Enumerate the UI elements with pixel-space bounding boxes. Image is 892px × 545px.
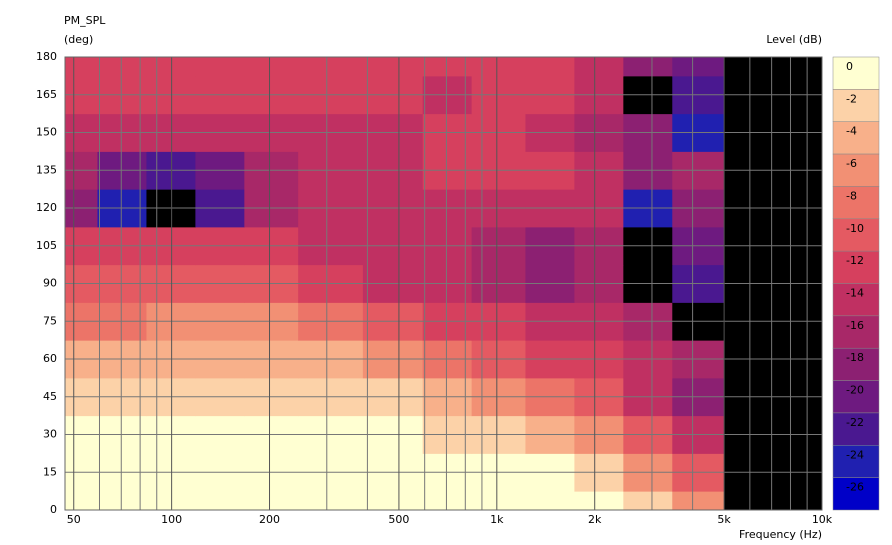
x-tick-label: 200 (259, 513, 280, 526)
y-tick-label: 30 (43, 428, 57, 441)
y-tick-label: 15 (43, 465, 57, 478)
colorbar-tick-label: -12 (846, 254, 864, 267)
heat-cell (471, 57, 526, 77)
heat-cell (65, 491, 98, 511)
heat-cell (298, 57, 364, 77)
heat-cell (65, 57, 98, 77)
colorbar-tick-label: -24 (846, 448, 864, 461)
heat-cell (97, 57, 147, 77)
colorbar-swatch (832, 56, 880, 90)
colorbar-swatch (832, 121, 880, 155)
colorbar-swatch (832, 412, 880, 446)
colorbar-tick-label: -10 (846, 222, 864, 235)
chart-title: PM_SPL (64, 14, 106, 27)
colorbar-tick-label: -16 (846, 319, 864, 332)
x-tick-label: 50 (67, 513, 81, 526)
heat-cell (195, 57, 245, 77)
colorbar-tick-label: -6 (846, 157, 857, 170)
x-tick-label: 10k (812, 513, 833, 526)
heat-cell (574, 57, 624, 77)
x-tick-label: 500 (388, 513, 409, 526)
y-tick-label: 180 (36, 50, 57, 63)
heat-cell (195, 491, 245, 511)
colorbar-swatch (832, 380, 880, 414)
heat-cell (97, 491, 147, 511)
colorbar-swatch (832, 250, 880, 284)
y-tick-label: 165 (36, 88, 57, 101)
colorbar-tick-label: -4 (846, 125, 857, 138)
heat-cell (525, 491, 575, 511)
heat-cell (244, 491, 299, 511)
y-tick-label: 0 (50, 503, 57, 516)
heat-cell (525, 57, 575, 77)
y-tick-label: 105 (36, 239, 57, 252)
colorbar-swatch (832, 186, 880, 220)
heat-cell (422, 491, 473, 511)
colorbar-tick-label: -26 (846, 481, 864, 494)
heat-cell (672, 491, 725, 511)
colorbar-tick-label: -22 (846, 416, 864, 429)
y-tick-label: 150 (36, 126, 57, 139)
y-tick-label: 135 (36, 163, 57, 176)
heat-cell (574, 491, 624, 511)
heat-cell (623, 491, 673, 511)
y-tick-label: 90 (43, 277, 57, 290)
x-tick-label: 100 (161, 513, 182, 526)
colorbar-swatch (832, 445, 880, 478)
y-tick-label: 45 (43, 390, 57, 403)
colorbar-label: Level (dB) (766, 33, 822, 46)
colorbar-swatch (832, 477, 880, 511)
heat-cell (672, 57, 725, 77)
colorbar-swatch (832, 153, 880, 187)
x-tick-label: 2k (588, 513, 602, 526)
colorbar-tick-label: -14 (846, 287, 864, 300)
x-axis-label: Frequency (Hz) (739, 528, 822, 541)
y-tick-label: 75 (43, 314, 57, 327)
heat-cell (362, 57, 424, 77)
heat-cell (244, 57, 299, 77)
heat-cell (422, 57, 473, 77)
colorbar-swatch (832, 218, 880, 252)
x-tick-label: 1k (490, 513, 504, 526)
colorbar-tick-label: -20 (846, 384, 864, 397)
plot-frame (64, 56, 823, 511)
x-tick-label: 5k (717, 513, 731, 526)
colorbar-swatch (832, 283, 880, 317)
heat-cell (298, 491, 364, 511)
colorbar-tick-label: 0 (846, 60, 853, 73)
heat-cell (362, 491, 424, 511)
colorbar-swatch (832, 89, 880, 122)
heat-cell (623, 57, 673, 77)
colorbar-tick-label: -8 (846, 189, 857, 202)
heat-cell (724, 57, 823, 77)
y-tick-label: 60 (43, 352, 57, 365)
colorbar-swatch (832, 315, 880, 349)
heat-cell (471, 491, 526, 511)
y-tick-label: 120 (36, 201, 57, 214)
y-axis-label: (deg) (64, 33, 93, 46)
colorbar-tick-label: -2 (846, 92, 857, 105)
colorbar-swatch (832, 347, 880, 381)
colorbar-tick-label: -18 (846, 351, 864, 364)
heat-cell (724, 491, 823, 511)
